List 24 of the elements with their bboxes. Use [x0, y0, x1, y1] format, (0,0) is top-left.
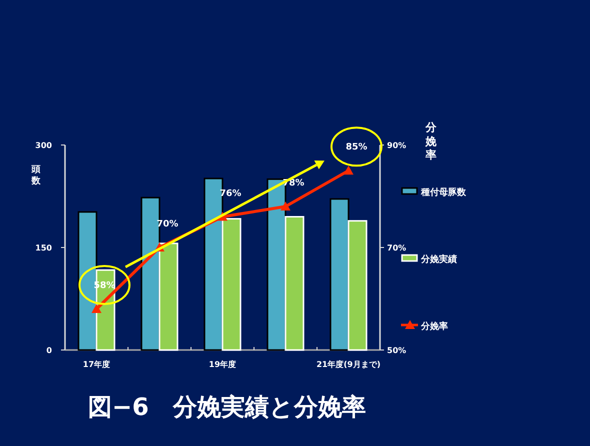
- y2-axis-title: 分娩率: [424, 121, 438, 162]
- y2-tick-label: 70%: [387, 244, 406, 252]
- y-tick-label: 0: [46, 346, 52, 355]
- y-tick-label: 300: [35, 141, 52, 150]
- legend-label: 種付母豚数: [420, 187, 467, 198]
- bar: [330, 198, 350, 351]
- y-tick-label: 150: [35, 244, 52, 252]
- point: [344, 166, 354, 175]
- x-tick-label: 19年度: [208, 359, 236, 369]
- data-label: 85%: [346, 142, 368, 153]
- legend-label: 分娩率: [420, 321, 448, 332]
- bar: [284, 216, 304, 351]
- bar: [158, 242, 178, 351]
- y2-tick-label: 50%: [387, 346, 406, 355]
- bar: [222, 218, 242, 351]
- point: [280, 202, 290, 210]
- point: [92, 304, 102, 313]
- x-tick-label: 21年度(9月まで): [316, 359, 381, 369]
- bar: [348, 220, 368, 351]
- x-tick-label: 17年度: [82, 359, 110, 369]
- y2-tick-label: 90%: [387, 141, 406, 150]
- text: 図−6 分娩実績と分娩率: [88, 393, 366, 421]
- legend-label: 分娩実績: [420, 254, 457, 265]
- y-axis-title: 頭数: [30, 165, 42, 186]
